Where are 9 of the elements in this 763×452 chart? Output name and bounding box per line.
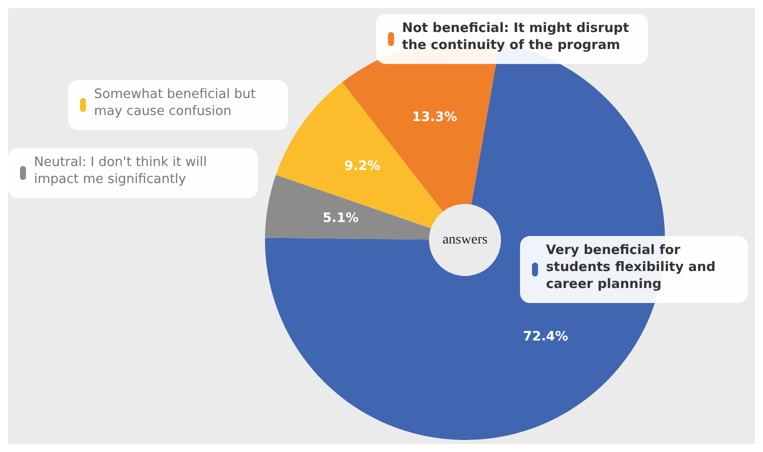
data-label: 72.4% xyxy=(523,330,568,344)
data-label: 5.1% xyxy=(322,210,359,226)
legend-label: Somewhat beneficial but may cause confusion xyxy=(94,86,256,119)
text: answers xyxy=(442,232,488,248)
data-label: 9.2% xyxy=(344,158,380,174)
data-label: 13.3% xyxy=(412,110,458,125)
legend-label: Neutral: I don't think it will impact me significantly xyxy=(34,154,207,187)
legend-label: Not beneficial: It might disrupt the continuity of the program xyxy=(402,20,630,53)
legend-label: Very beneficial for students flexibility and career planning xyxy=(546,242,716,292)
